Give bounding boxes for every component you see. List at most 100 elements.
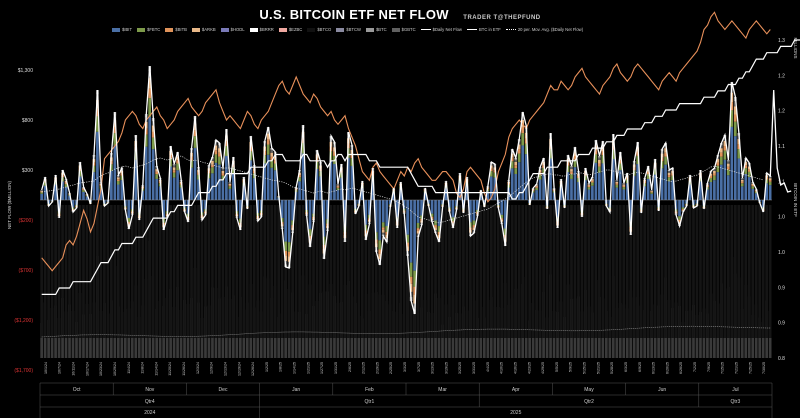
- flow-bar-segment: [559, 186, 563, 200]
- column-shade: [510, 205, 514, 338]
- flow-bar-segment: [211, 164, 214, 168]
- flow-bar-segment: [653, 168, 657, 175]
- flow-bar-segment: [225, 141, 228, 147]
- legend-label: $BTC: [375, 27, 387, 32]
- column-shade: [75, 205, 78, 338]
- flow-bar-segment: [214, 150, 218, 155]
- column-shade: [632, 205, 636, 338]
- flow-bar-segment: [622, 183, 626, 184]
- flow-bar-segment: [409, 200, 413, 263]
- flow-bar-segment: [350, 165, 354, 200]
- flow-bar-segment: [535, 187, 538, 191]
- flow-bar-segment: [650, 191, 653, 193]
- column-shade: [723, 205, 727, 338]
- flow-bar-segment: [570, 174, 573, 179]
- flow-bar-segment: [374, 200, 378, 233]
- flow-bar-segment: [632, 175, 636, 200]
- flow-bar-segment: [622, 183, 626, 185]
- date-tick-label: 12/3/24: [196, 362, 200, 374]
- flow-bar-segment: [615, 181, 619, 184]
- flow-bar-segment: [64, 186, 68, 200]
- column-shade: [549, 205, 552, 338]
- flow-bar-segment: [667, 172, 671, 176]
- column-shade: [625, 205, 629, 338]
- column-shade: [556, 205, 559, 338]
- quarter-label: Qtr1: [365, 399, 375, 405]
- column-shade: [333, 205, 336, 338]
- flow-bar-segment: [570, 178, 573, 200]
- flow-bar-segment: [256, 200, 260, 214]
- flow-bar-segment: [598, 166, 601, 173]
- flow-bar-segment: [71, 200, 75, 208]
- flow-bar-segment: [448, 200, 451, 208]
- column-shade: [47, 205, 50, 338]
- flow-bar-segment: [141, 190, 145, 200]
- column-shade: [54, 205, 57, 338]
- flow-bar-segment: [172, 167, 176, 171]
- legend-swatch: [191, 27, 200, 32]
- column-shade: [322, 205, 326, 338]
- column-shade: [232, 205, 235, 338]
- column-shade: [685, 205, 688, 338]
- column-shade: [737, 205, 741, 338]
- flow-bar-segment: [96, 108, 99, 117]
- flow-bar-segment: [587, 184, 591, 186]
- column-shade: [650, 205, 653, 338]
- date-tick-label: 7/30/25: [762, 362, 766, 374]
- y-tick-label: ($1,700): [14, 368, 33, 374]
- flow-bar-segment: [416, 228, 420, 231]
- column-shade: [57, 205, 61, 338]
- month-label: Mar: [438, 387, 447, 393]
- column-shade: [514, 205, 518, 338]
- flow-bar-segment: [430, 200, 434, 214]
- flow-bar-segment: [367, 200, 371, 215]
- column-shade: [709, 205, 713, 338]
- flow-bar-segment: [193, 123, 197, 131]
- legend-swatch: [336, 27, 345, 32]
- flow-bar-segment: [751, 188, 755, 200]
- column-shade: [594, 205, 598, 338]
- column-shade: [531, 205, 535, 338]
- flow-bar-segment: [413, 200, 416, 271]
- flow-bar-segment: [92, 165, 96, 173]
- date-tick-label: 10/23/24: [99, 362, 103, 376]
- flow-bar-segment: [155, 167, 159, 170]
- flow-bar-segment: [747, 169, 751, 172]
- flow-bar-segment: [190, 167, 193, 200]
- flow-bar-segment: [162, 200, 165, 219]
- flow-bar-segment: [566, 172, 570, 200]
- flow-bar-segment: [768, 178, 772, 181]
- flow-bar-segment: [747, 171, 751, 178]
- column-shade: [458, 205, 462, 338]
- flow-bar-segment: [273, 170, 277, 200]
- flow-bar-segment: [434, 227, 437, 231]
- flow-bar-segment: [110, 170, 113, 200]
- legend-label: $GBTC: [401, 27, 416, 32]
- flow-bar-segment: [535, 190, 538, 200]
- flow-bar-segment: [549, 158, 552, 200]
- flow-bar-segment: [176, 160, 179, 164]
- date-tick-label: 5/28/25: [610, 362, 614, 374]
- date-tick-label: 4/10/25: [500, 362, 504, 374]
- flow-bar-segment: [416, 230, 420, 234]
- flow-bar-segment: [127, 222, 131, 225]
- legend-item-2: $BITB: [165, 27, 187, 32]
- flow-bar-segment: [225, 155, 228, 200]
- column-shade: [103, 205, 106, 338]
- date-tick-label: 2/6/25: [348, 362, 352, 372]
- y-tick-label: ($200): [19, 218, 34, 224]
- flow-bar-segment: [531, 190, 535, 193]
- column-shade: [162, 205, 165, 338]
- legend-label: $BTCO: [317, 27, 332, 32]
- column-shade: [134, 205, 138, 338]
- flow-bar-segment: [96, 131, 99, 200]
- flow-bar-segment: [333, 147, 336, 152]
- flow-bar-segment: [611, 149, 615, 160]
- flow-bar-segment: [723, 146, 727, 151]
- column-shade: [479, 205, 483, 338]
- column-shade: [615, 205, 619, 338]
- column-shade: [235, 205, 239, 338]
- flow-bar-segment: [709, 177, 713, 183]
- column-shade: [273, 205, 277, 338]
